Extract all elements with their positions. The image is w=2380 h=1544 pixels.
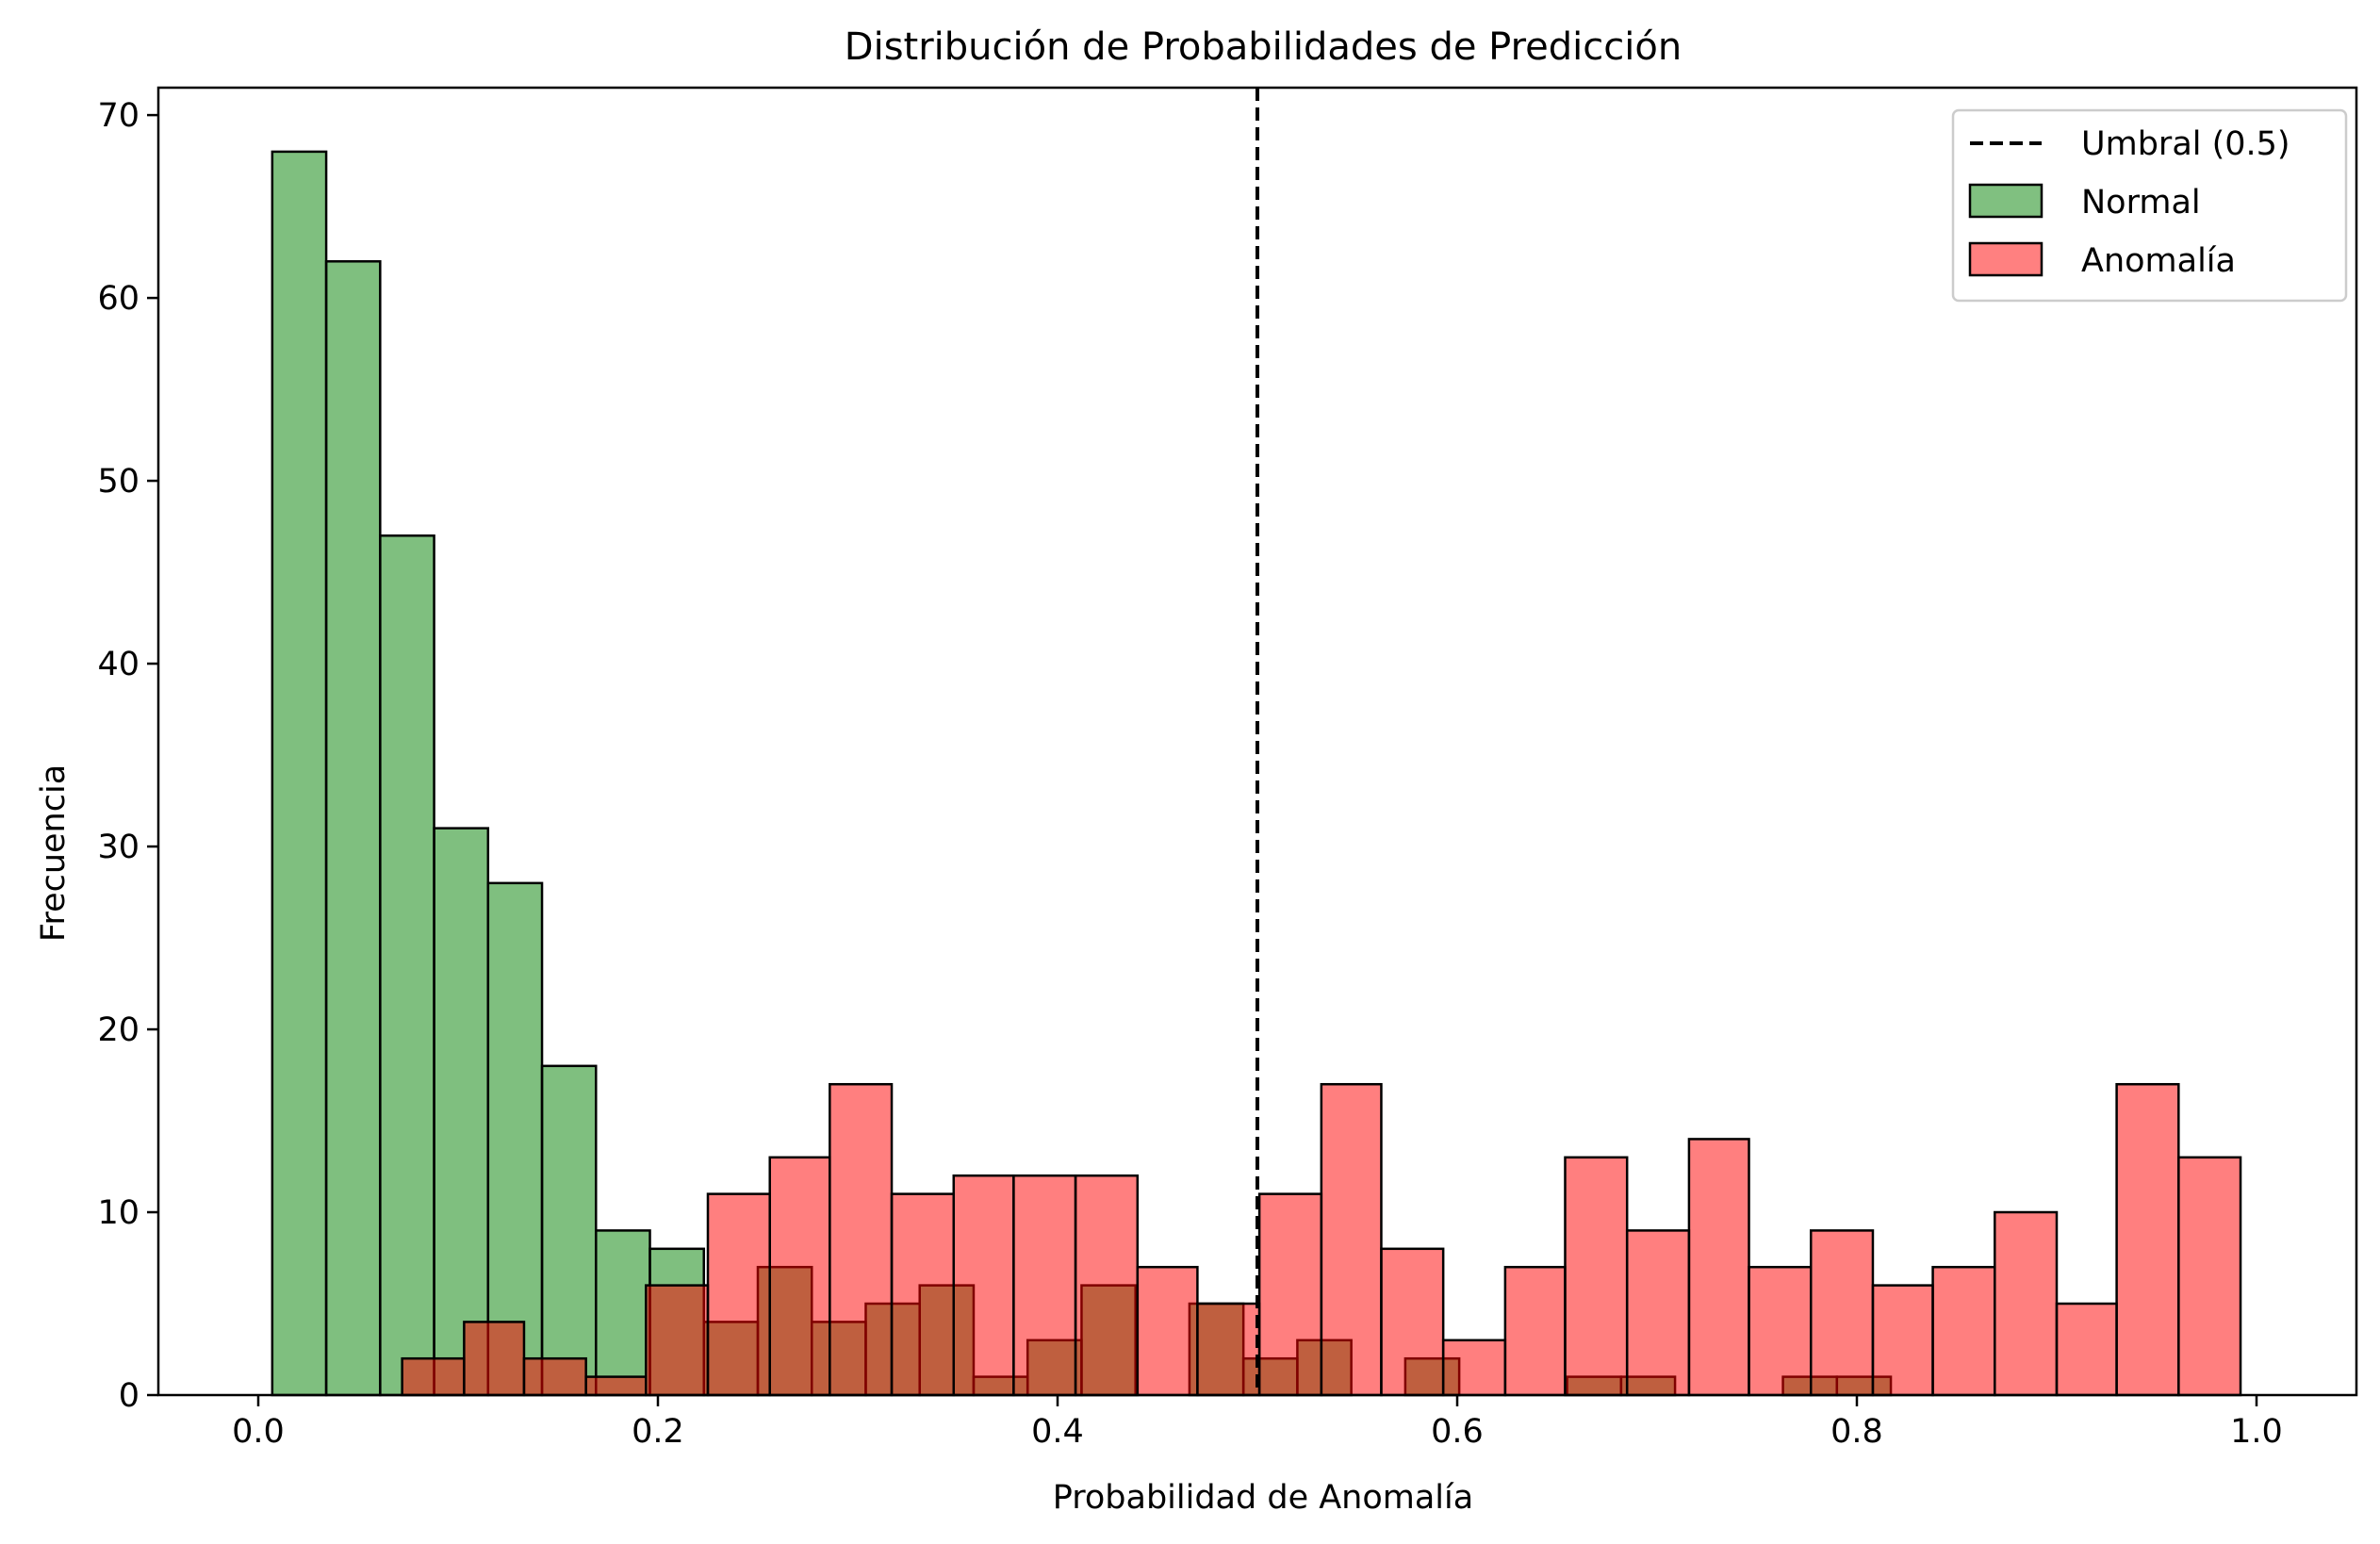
bar-normal-4 <box>486 881 544 1397</box>
x-tick-label: 0.4 <box>1031 1413 1084 1451</box>
bar-anomaly-21 <box>1687 1138 1750 1397</box>
bar-anomaly-27 <box>2055 1302 2118 1397</box>
bar-normal-2 <box>379 534 435 1397</box>
bar-anomaly-29 <box>2177 1156 2242 1397</box>
bar-anomaly-1 <box>463 1321 526 1397</box>
bar-anomaly-23 <box>1809 1229 1875 1397</box>
y-tick-label: 30 <box>97 829 140 866</box>
bar-normal-6 <box>595 1229 651 1397</box>
x-tick-label: 0.8 <box>1830 1413 1883 1451</box>
legend-normal-label: Normal <box>2081 184 2201 222</box>
x-tick-label: 0.0 <box>232 1413 285 1451</box>
bar-normal-0 <box>271 150 328 1397</box>
bar-anomaly-15 <box>1320 1082 1383 1397</box>
legend-box <box>1951 108 2348 303</box>
bar-anomaly-11 <box>1074 1174 1140 1397</box>
legend-anomaly-swatch <box>1968 241 2044 277</box>
y-tick-label: 70 <box>97 97 140 135</box>
legend: Umbral (0.5) Normal Anomalía <box>1951 108 2348 303</box>
bar-anomaly-24 <box>1871 1284 1934 1397</box>
y-axis-label: Frecuencia <box>35 764 73 942</box>
x-axis-label: Probabilidad de Anomalía <box>1053 1479 1473 1517</box>
y-tick-label: 10 <box>97 1194 140 1232</box>
bar-anomaly-14 <box>1257 1192 1323 1397</box>
y-tick-label: 50 <box>97 463 140 501</box>
plot-area <box>156 86 2358 1397</box>
x-tick-label: 1.0 <box>2230 1413 2283 1451</box>
bar-anomaly-4 <box>645 1284 710 1397</box>
x-axis: 0.0 0.2 0.4 0.6 0.8 1.0 <box>232 1395 2283 1451</box>
y-axis: 0 10 20 30 40 50 60 70 <box>97 97 158 1415</box>
bar-anomaly-8 <box>890 1192 956 1397</box>
bar-anomaly-12 <box>1136 1265 1199 1397</box>
bar-normal-3 <box>433 827 490 1397</box>
bar-anomaly-2 <box>522 1356 587 1397</box>
bar-normal-5 <box>540 1064 598 1397</box>
bar-anomaly-17 <box>1441 1339 1507 1397</box>
legend-normal-swatch <box>1968 183 2044 219</box>
y-tick-label: 0 <box>119 1377 140 1415</box>
y-tick-label: 60 <box>97 280 140 318</box>
bar-anomaly-26 <box>1994 1210 2059 1397</box>
bar-anomaly-19 <box>1564 1156 1629 1397</box>
bar-anomaly-9 <box>952 1174 1015 1397</box>
bar-anomaly-7 <box>829 1082 894 1397</box>
bar-anomaly-10 <box>1012 1174 1077 1397</box>
axes-frame <box>156 86 2358 1397</box>
bar-anomaly-22 <box>1748 1265 1813 1397</box>
y-tick-label: 20 <box>97 1011 140 1049</box>
chart-title: Distribución de Probabilidades de Predic… <box>845 25 1682 69</box>
bar-anomaly-18 <box>1503 1265 1567 1397</box>
bar-normal-1 <box>324 260 382 1397</box>
y-tick-label: 40 <box>97 646 140 683</box>
legend-anomaly-label: Anomalía <box>2081 242 2236 280</box>
bar-anomaly-3 <box>584 1375 648 1397</box>
x-tick-label: 0.6 <box>1431 1413 1484 1451</box>
normal-series <box>271 150 1893 1397</box>
bar-anomaly-16 <box>1380 1247 1445 1397</box>
bar-anomaly-25 <box>1931 1265 1996 1397</box>
bar-anomaly-0 <box>401 1356 466 1397</box>
bar-anomaly-13 <box>1196 1302 1261 1397</box>
bar-anomaly-20 <box>1625 1229 1691 1397</box>
bar-anomaly-28 <box>2115 1082 2180 1397</box>
bar-anomaly-5 <box>706 1192 771 1397</box>
bar-anomaly-6 <box>768 1156 831 1397</box>
legend-threshold-label: Umbral (0.5) <box>2081 125 2290 163</box>
x-tick-label: 0.2 <box>632 1413 684 1451</box>
